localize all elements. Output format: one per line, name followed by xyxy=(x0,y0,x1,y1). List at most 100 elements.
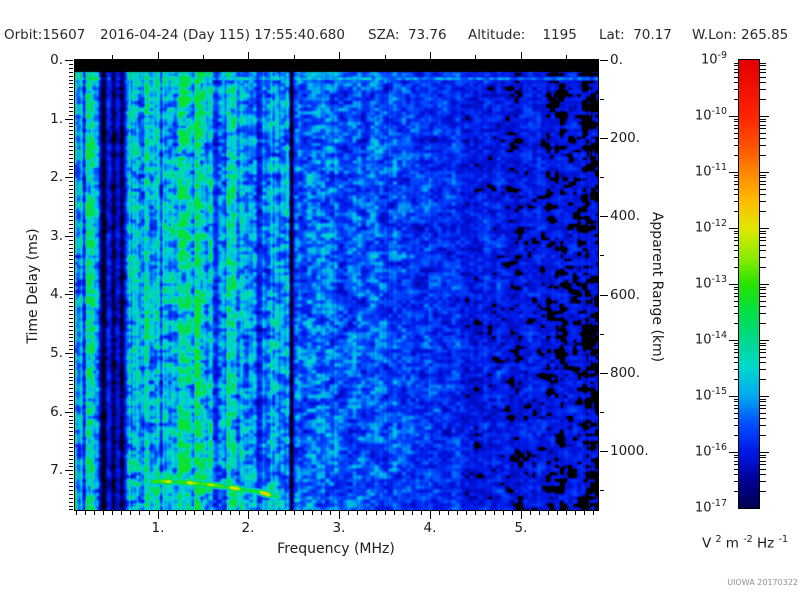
axis-tick xyxy=(69,158,73,159)
colorbar-tick xyxy=(734,345,738,346)
axis-tick xyxy=(69,478,73,479)
axis-tick xyxy=(69,455,73,456)
axis-tick xyxy=(69,197,73,198)
colorbar-tick xyxy=(734,128,738,129)
colorbar-tick xyxy=(734,323,738,324)
axis-tick xyxy=(69,216,73,217)
axis-tick xyxy=(69,447,73,448)
colorbar-tick xyxy=(760,245,766,246)
colorbar-tick xyxy=(760,362,766,363)
axis-tick xyxy=(139,511,140,515)
latitude-label: Lat: 70.17 xyxy=(599,27,672,43)
axis-tick xyxy=(303,511,304,515)
axis-tick xyxy=(69,302,73,303)
colorbar-tick xyxy=(760,469,766,470)
axis-tick xyxy=(600,451,608,452)
axis-tick xyxy=(421,511,422,515)
axis-tick xyxy=(69,463,73,464)
datetime-label: 2016-04-24 (Day 115) 17:55:40.680 xyxy=(100,27,345,43)
colorbar-tick xyxy=(734,474,738,475)
axis-tick xyxy=(285,511,286,515)
y-tick-label: 4. xyxy=(50,286,63,302)
axis-tick xyxy=(69,103,73,104)
axis-tick xyxy=(600,295,608,296)
x-tick-label: 3. xyxy=(332,520,346,536)
colorbar-tick xyxy=(760,352,766,353)
axis-tick xyxy=(69,474,73,475)
altitude-label: Altitude: 1195 xyxy=(468,27,577,43)
x-tick-label: 1. xyxy=(151,520,165,536)
colorbar-tick xyxy=(734,481,738,482)
axis-tick xyxy=(600,412,604,413)
axis-tick xyxy=(385,511,386,515)
range-tick-label: 0. xyxy=(610,52,623,68)
axis-tick xyxy=(69,509,73,510)
axis-tick xyxy=(65,412,73,413)
colorbar-tick xyxy=(760,231,766,232)
axis-tick xyxy=(185,511,186,515)
colorbar-tick xyxy=(760,413,766,414)
colorbar-tick xyxy=(760,175,766,176)
axis-tick xyxy=(503,511,504,515)
axis-tick xyxy=(475,55,476,59)
colorbar-tick xyxy=(734,418,738,419)
axis-tick xyxy=(103,511,104,515)
colorbar-tick xyxy=(734,491,738,492)
colorbar-tick xyxy=(760,250,766,251)
axis-tick xyxy=(530,511,531,515)
colorbar-tick xyxy=(734,65,738,66)
colorbar-tick-label: 10-12 xyxy=(694,218,727,236)
colorbar-tick xyxy=(734,125,738,126)
axis-tick xyxy=(475,511,476,515)
colorbar-tick xyxy=(760,181,766,182)
colorbar-tick xyxy=(760,343,766,344)
axis-tick xyxy=(69,443,73,444)
axis-tick xyxy=(584,511,585,515)
axis-tick xyxy=(69,72,73,73)
axis-tick xyxy=(600,60,608,61)
colorbar-tick xyxy=(734,189,738,190)
colorbar xyxy=(738,59,760,509)
axis-tick xyxy=(330,511,331,515)
axis-tick xyxy=(69,95,73,96)
colorbar-tick xyxy=(734,145,738,146)
axis-tick xyxy=(69,76,73,77)
colorbar-tick xyxy=(734,177,738,178)
colorbar-tick xyxy=(734,175,738,176)
axis-tick xyxy=(69,87,73,88)
axis-tick xyxy=(69,361,73,362)
colorbar-tick xyxy=(760,306,766,307)
axis-tick xyxy=(69,228,73,229)
colorbar-tick xyxy=(760,349,766,350)
colorbar-tick xyxy=(760,491,766,492)
axis-tick xyxy=(294,55,295,59)
colorbar-units-label: V 2 m -2 Hz -1 xyxy=(680,534,800,552)
axis-tick xyxy=(357,511,358,515)
axis-tick xyxy=(69,435,73,436)
colorbar-tick xyxy=(734,357,738,358)
axis-tick xyxy=(69,494,73,495)
y-tick-label: 7. xyxy=(50,462,63,478)
axis-tick xyxy=(69,271,73,272)
colorbar-tick-label: 10-10 xyxy=(694,106,727,124)
axis-tick xyxy=(69,91,73,92)
axis-tick xyxy=(366,511,367,515)
axis-tick xyxy=(258,511,259,515)
axis-tick xyxy=(566,55,567,59)
colorbar-tick xyxy=(734,63,738,64)
colorbar-tick xyxy=(760,345,766,346)
units-text: Hz xyxy=(752,535,779,552)
colorbar-tick xyxy=(734,461,738,462)
axis-tick xyxy=(69,189,73,190)
axis-tick xyxy=(248,52,249,59)
axis-tick xyxy=(485,511,486,515)
colorbar-tick xyxy=(734,399,738,400)
axis-tick xyxy=(69,384,73,385)
axis-tick xyxy=(69,466,73,467)
axis-tick xyxy=(69,298,73,299)
colorbar-canvas xyxy=(739,60,759,508)
colorbar-tick xyxy=(729,284,738,285)
colorbar-tick xyxy=(729,116,738,117)
axis-tick xyxy=(69,451,73,452)
colorbar-tick xyxy=(760,184,766,185)
